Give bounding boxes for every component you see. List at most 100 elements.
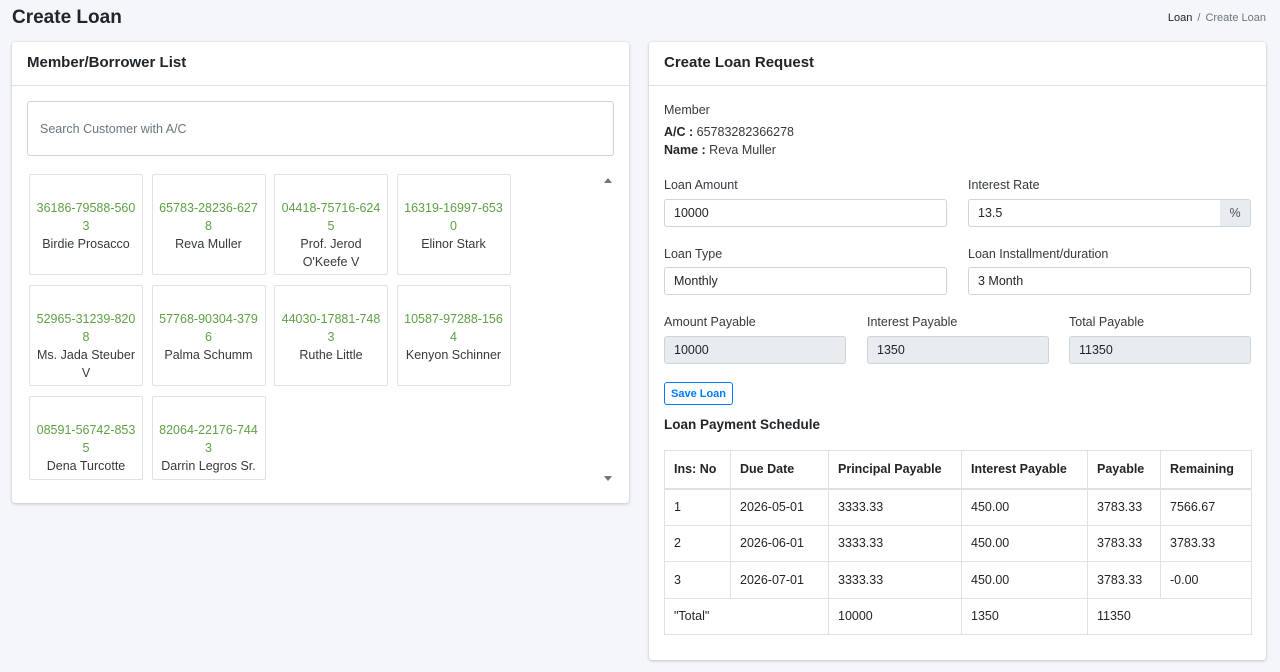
cell-due-date: 2026-07-01 xyxy=(730,561,829,599)
total-interest: 1350 xyxy=(961,597,1088,635)
save-loan-button[interactable]: Save Loan xyxy=(664,382,734,405)
col-ins-no: Ins: No xyxy=(664,450,731,490)
loan-amount-label: Loan Amount xyxy=(664,178,738,192)
customer-account-number: 08591-56742-8535 xyxy=(36,423,136,455)
breadcrumb-current: Create Loan xyxy=(1205,12,1266,24)
customer-name: Birdie Prosacco xyxy=(42,237,130,251)
interest-payable-label: Interest Payable xyxy=(867,315,958,329)
loan-request-card: Create Loan Request Member A/C : 6578328… xyxy=(649,42,1266,660)
name-value: Reva Muller xyxy=(709,143,776,157)
total-principal: 10000 xyxy=(828,597,962,635)
customer-search-input[interactable] xyxy=(27,101,614,156)
table-row: 1 2026-05-01 3333.33 450.00 3783.33 7566… xyxy=(664,488,1252,526)
interest-rate-input[interactable] xyxy=(968,199,1221,227)
customer-tile[interactable]: 52965-31239-8208 Ms. Jada Steuber V xyxy=(29,285,143,386)
col-remaining: Remaining xyxy=(1160,450,1252,490)
col-payable: Payable xyxy=(1087,450,1161,490)
breadcrumb: Loan / Create Loan xyxy=(1168,12,1266,24)
customer-tile[interactable]: 10587-97288-1564 Kenyon Schinner xyxy=(396,285,511,386)
member-account-line: A/C : 65783282366278 xyxy=(664,125,794,139)
cell-due-date: 2026-05-01 xyxy=(730,488,829,526)
table-row: 3 2026-07-01 3333.33 450.00 3783.33 -0.0… xyxy=(664,561,1252,599)
total-payable-label: Total Payable xyxy=(1069,315,1145,329)
customer-name: Dena Turcotte xyxy=(46,459,126,473)
cell-remaining: 3783.33 xyxy=(1160,524,1252,562)
loan-type-input[interactable] xyxy=(664,267,947,295)
customer-account-number: 82064-22176-7443 xyxy=(159,423,258,455)
customer-account-number: 16319-16997-6530 xyxy=(404,201,503,233)
customer-tile[interactable]: 36186-79588-5603 Birdie Prosacco xyxy=(29,174,143,275)
cell-interest: 450.00 xyxy=(961,561,1088,599)
payment-schedule-table: Ins: No Due Date Principal Payable Inter… xyxy=(664,450,1252,635)
total-payable: 11350 xyxy=(1087,597,1252,635)
breadcrumb-separator: / xyxy=(1197,12,1201,24)
col-principal-payable: Principal Payable xyxy=(828,450,962,490)
schedule-header-row: Ins: No Due Date Principal Payable Inter… xyxy=(664,450,1252,490)
total-row: "Total" 10000 1350 11350 xyxy=(664,597,1252,635)
cell-payable: 3783.33 xyxy=(1087,524,1161,562)
cell-remaining: 7566.67 xyxy=(1160,488,1252,526)
schedule-title: Loan Payment Schedule xyxy=(664,417,821,432)
cell-principal: 3333.33 xyxy=(828,524,962,562)
page-title: Create Loan xyxy=(12,7,122,28)
customer-account-number: 10587-97288-1564 xyxy=(404,312,503,344)
customer-name: Darrin Legros Sr. xyxy=(161,459,256,473)
customer-name: Kenyon Schinner xyxy=(405,348,502,362)
cell-interest: 450.00 xyxy=(961,524,1088,562)
interest-payable-field xyxy=(867,336,1049,364)
borrower-list-title: Member/Borrower List xyxy=(12,42,629,86)
total-payable-field xyxy=(1069,336,1251,364)
borrower-list-card: Member/Borrower List 36186-79588-5603 Bir… xyxy=(12,42,629,503)
loan-amount-input[interactable] xyxy=(664,199,947,227)
customer-account-number: 52965-31239-8208 xyxy=(36,312,136,344)
cell-payable: 3783.33 xyxy=(1087,561,1161,599)
cell-remaining: -0.00 xyxy=(1160,561,1252,599)
installment-label: Loan Installment/duration xyxy=(968,247,1109,261)
cell-principal: 3333.33 xyxy=(828,488,962,526)
customer-tile[interactable]: 16319-16997-6530 Elinor Stark xyxy=(396,174,511,275)
installment-input[interactable] xyxy=(968,267,1251,295)
customer-name: Ms. Jada Steuber V xyxy=(37,348,135,380)
customer-tile[interactable]: 04418-75716-6245 Prof. Jerod O'Keefe V xyxy=(274,174,388,275)
cell-principal: 3333.33 xyxy=(828,561,962,599)
interest-rate-label: Interest Rate xyxy=(968,178,1040,192)
customer-name: Prof. Jerod O'Keefe V xyxy=(300,237,362,269)
customer-name: Ruthe Little xyxy=(299,348,363,362)
member-label: Member xyxy=(664,103,710,117)
col-interest-payable: Interest Payable xyxy=(961,450,1088,490)
cell-due-date: 2026-06-01 xyxy=(730,524,829,562)
loan-request-title: Create Loan Request xyxy=(649,42,1266,86)
customer-tile[interactable]: 82064-22176-7443 Darrin Legros Sr. xyxy=(151,396,266,480)
account-label: A/C : xyxy=(664,125,694,139)
customer-tile[interactable]: 57768-90304-3796 Palma Schumm xyxy=(151,285,266,386)
customer-account-number: 04418-75716-6245 xyxy=(281,201,381,233)
cell-payable: 3783.33 xyxy=(1087,488,1161,526)
cell-ins-no: 3 xyxy=(664,561,731,599)
customer-account-number: 65783-28236-6278 xyxy=(159,201,258,233)
customer-tile[interactable]: 65783-28236-6278 Reva Muller xyxy=(151,174,266,275)
percent-addon: % xyxy=(1220,199,1251,227)
customer-account-number: 36186-79588-5603 xyxy=(36,201,136,233)
loan-type-label: Loan Type xyxy=(664,247,723,261)
member-name-line: Name : Reva Muller xyxy=(664,143,776,157)
scroll-up-arrow-icon[interactable] xyxy=(604,178,612,183)
cell-interest: 450.00 xyxy=(961,488,1088,526)
cell-ins-no: 1 xyxy=(664,488,731,526)
scroll-down-arrow-icon[interactable] xyxy=(604,476,612,481)
amount-payable-label: Amount Payable xyxy=(664,315,756,329)
table-row: 2 2026-06-01 3333.33 450.00 3783.33 3783… xyxy=(664,524,1252,562)
breadcrumb-loan-link[interactable]: Loan xyxy=(1167,12,1193,24)
customer-name: Reva Muller xyxy=(175,237,242,251)
customer-name: Palma Schumm xyxy=(164,348,253,362)
account-value: 65783282366278 xyxy=(696,125,794,139)
cell-ins-no: 2 xyxy=(664,524,731,562)
customer-account-number: 44030-17881-7483 xyxy=(281,312,381,344)
name-label: Name : xyxy=(664,143,706,157)
customer-tile[interactable]: 08591-56742-8535 Dena Turcotte xyxy=(29,396,143,480)
customer-name: Elinor Stark xyxy=(421,237,486,251)
total-label: "Total" xyxy=(664,597,829,635)
customer-tile[interactable]: 44030-17881-7483 Ruthe Little xyxy=(274,285,388,386)
col-due-date: Due Date xyxy=(730,450,829,490)
amount-payable-field xyxy=(664,336,846,364)
customer-account-number: 57768-90304-3796 xyxy=(159,312,258,344)
